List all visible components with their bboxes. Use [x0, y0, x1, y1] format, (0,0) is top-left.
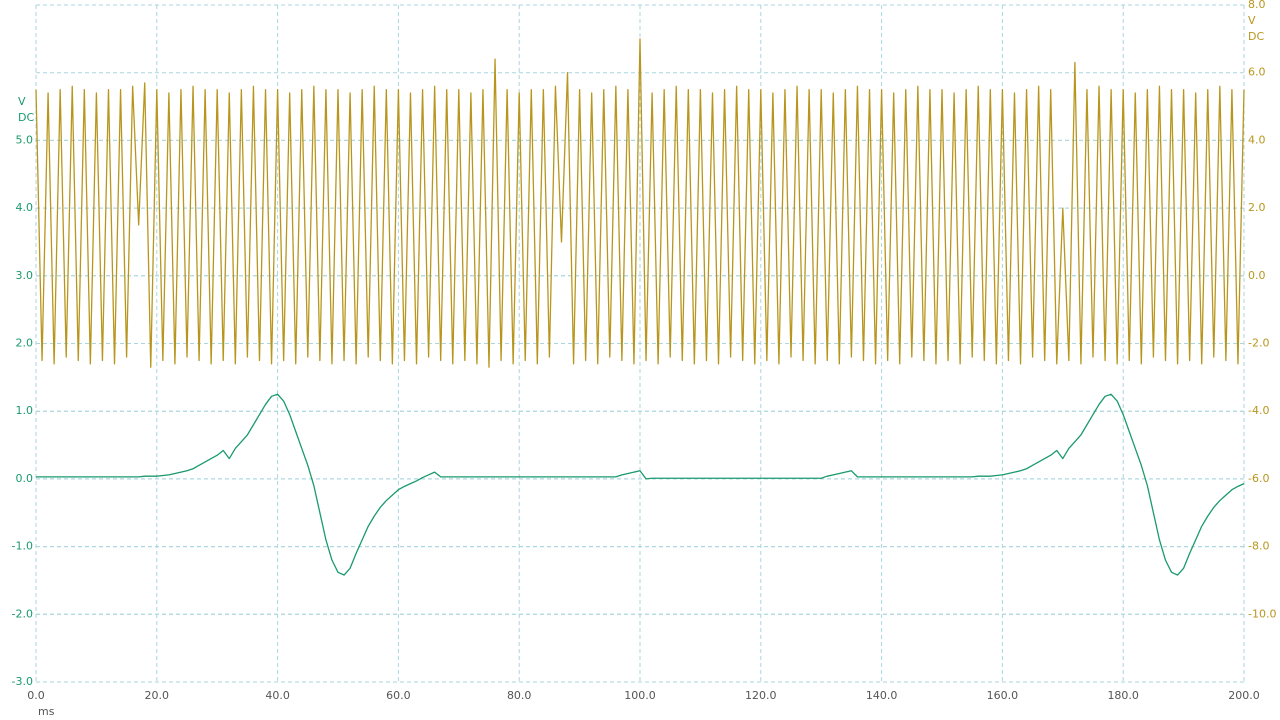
y2-tick-label: 2.0	[1248, 201, 1266, 214]
x-tick-label: 40.0	[265, 689, 290, 702]
x-tick-label: 200.0	[1228, 689, 1260, 702]
y-tick-label: 2.0	[16, 337, 34, 350]
x-tick-label: 0.0	[27, 689, 45, 702]
y-tick-label: 5.0	[16, 133, 34, 146]
y2-axis-label: V	[1248, 14, 1256, 27]
y-tick-label: 1.0	[16, 404, 34, 417]
y-tick-label: 4.0	[16, 201, 34, 214]
y-tick-label: 0.0	[16, 472, 34, 485]
y2-tick-label: -2.0	[1248, 337, 1269, 350]
x-tick-label: 100.0	[624, 689, 656, 702]
y-axis-label: V	[18, 95, 26, 108]
y2-tick-label: -10.0	[1248, 607, 1276, 620]
y2-axis-label: DC	[1248, 30, 1264, 43]
y2-tick-label: 6.0	[1248, 66, 1266, 79]
y2-tick-label: -4.0	[1248, 404, 1269, 417]
series-line	[35, 38, 1245, 368]
y-tick-label: -1.0	[12, 540, 33, 553]
y2-tick-label: 8.0	[1248, 0, 1266, 11]
y2-tick-label: -8.0	[1248, 540, 1269, 553]
x-tick-label: 140.0	[866, 689, 898, 702]
x-tick-label: 60.0	[386, 689, 411, 702]
y-axis-label: DC	[18, 111, 34, 124]
y-tick-label: -2.0	[12, 607, 33, 620]
y2-tick-label: 4.0	[1248, 133, 1266, 146]
x-tick-label: 180.0	[1107, 689, 1139, 702]
x-tick-label: 160.0	[987, 689, 1019, 702]
y-tick-label: 3.0	[16, 269, 34, 282]
y2-tick-label: 0.0	[1248, 269, 1266, 282]
series-line	[36, 393, 1245, 576]
x-tick-label: 20.0	[145, 689, 170, 702]
y2-tick-label: -6.0	[1248, 472, 1269, 485]
y-tick-label: -3.0	[12, 675, 33, 688]
x-tick-label: 120.0	[745, 689, 777, 702]
x-axis-label: ms	[38, 705, 55, 718]
x-tick-label: 80.0	[507, 689, 532, 702]
